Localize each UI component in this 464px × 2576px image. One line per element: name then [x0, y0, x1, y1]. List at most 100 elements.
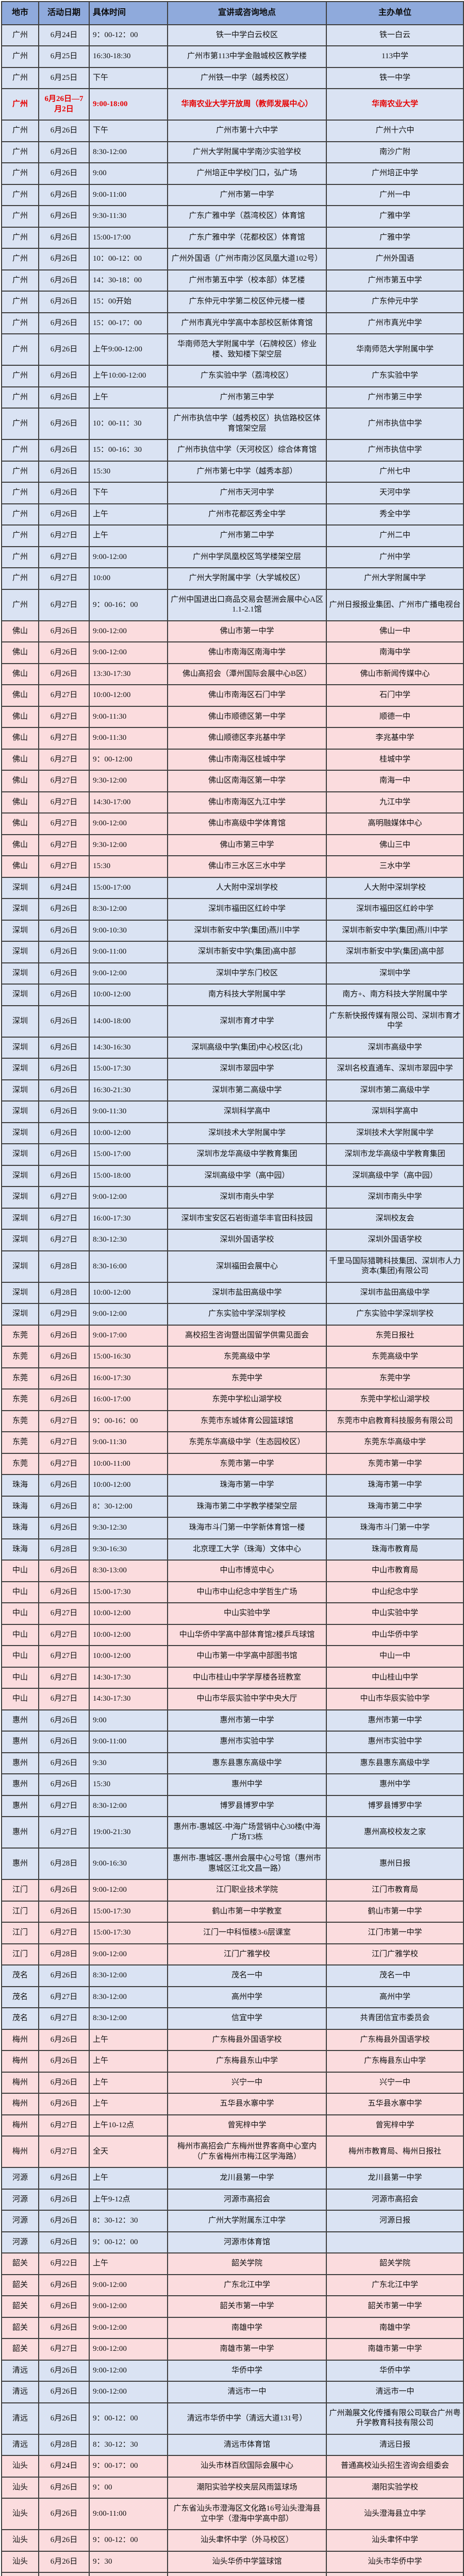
date-cell: 6月27日 — [38, 684, 90, 707]
time-cell: 9:00-12:00 — [89, 812, 168, 835]
date-cell: 6月26日 — [38, 1143, 90, 1166]
time-cell: 9：00 — [89, 2476, 168, 2499]
time-cell: 9：00-17：00 — [89, 2455, 168, 2478]
table-row: 东莞 6月26日 9:00-17:00 高校招生咨询暨出国留学供需见面会 东莞日报社 — [1, 1324, 464, 1347]
table-row: 佛山 6月27日 9:00-12:00 佛山市高级中学体育馆 高明融媒体中心 — [1, 812, 464, 835]
table-row: 深圳 6月26日 10:00-12:00 深圳技术大学附属中学 深圳技术大学附属中学 — [1, 1122, 464, 1145]
table-row: 佛山 6月27日 10:00-12:00 佛山市南海区石门中学 石门中学 — [1, 684, 464, 707]
table-row: 深圳 6月27日 9:00-12:00 深圳市南头中学 深圳市南头中学 — [1, 1186, 464, 1209]
organizer-cell: 东莞东华高级中学 — [326, 1431, 464, 1454]
time-cell: 9:00-17:00 — [89, 1324, 168, 1347]
date-cell: 6月26日 — [38, 1517, 90, 1539]
location-cell: 佛山市顺德区第一中学 — [167, 705, 327, 728]
table-row: 东莞 6月26日 16:00-17:00 东莞中学松山湖学校 东莞中学松山湖学校 — [1, 1388, 464, 1411]
city-cell: 广州 — [1, 291, 39, 313]
date-cell: 6月26日 — [38, 962, 90, 985]
table-row: 江门 6月26日 15:00-17:30 鹤山市第一中学教室 鹤山市第一中学 — [1, 1900, 464, 1923]
table-row: 广州 6月26日 10：00-12：00 广州外国语（广州市南沙区凤凰大道102号）广… — [1, 248, 464, 270]
date-cell: 6月26日 — [38, 333, 90, 366]
location-cell: 深圳高级中学（高中园） — [167, 1164, 327, 1188]
location-cell: 东莞东华高级中学（生态园校区） — [167, 1431, 327, 1454]
city-cell: 广州 — [1, 333, 39, 366]
city-cell: 汕头 — [1, 2572, 39, 2576]
organizer-cell: 博罗县博罗中学 — [326, 1794, 464, 1818]
time-cell: 9:30-16:30 — [89, 1538, 168, 1561]
city-cell: 佛山 — [1, 812, 39, 835]
city-cell: 中山 — [1, 1602, 39, 1625]
organizer-cell: 江门市教育局 — [326, 1879, 464, 1902]
organizer-cell: 佛山三中 — [326, 834, 464, 857]
time-cell: 9:00-11:00 — [89, 183, 168, 207]
organizer-cell: 九江中学 — [326, 791, 464, 814]
time-cell: 10：00-12：00 — [89, 2572, 168, 2576]
table-row: 佛山 6月27日 9:30-12:00 佛山区南海区第一中学 南海一中 — [1, 770, 464, 792]
location-cell: 龙川县第一中学 — [167, 2167, 327, 2190]
table-row: 佛山 6月27日 9:00-11:30 佛山市顺德区第一中学 顺德一中 — [1, 705, 464, 728]
organizer-cell — [326, 2231, 464, 2254]
organizer-cell: 珠海市斗门第一中学 — [326, 1517, 464, 1539]
date-cell: 6月27日 — [38, 705, 90, 728]
organizer-cell: 鹤山市第一中学 — [326, 1900, 464, 1923]
table-row: 深圳 6月26日 8:30-12:00 深圳市福田区红岭中学 深圳市福田区红岭中学 — [1, 898, 464, 921]
location-cell: 惠东县惠东高级中学 — [167, 1752, 327, 1775]
city-cell: 中山 — [1, 1560, 39, 1582]
location-cell: 佛山区南海区第一中学 — [167, 770, 327, 792]
date-cell: 6月27日 — [38, 855, 90, 878]
city-cell: 韶关 — [1, 2252, 39, 2275]
city-cell: 广州 — [1, 269, 39, 292]
city-cell: 河源 — [1, 2231, 39, 2254]
location-cell: 河源市高招会 — [167, 2188, 327, 2211]
organizer-cell: 广东北江中学 — [326, 2274, 464, 2297]
organizer-cell: 南海一中 — [326, 770, 464, 792]
city-cell: 汕头 — [1, 2550, 39, 2573]
date-cell: 6月28日 — [38, 1943, 90, 1966]
city-cell: 汕头 — [1, 2498, 39, 2531]
city-cell: 深圳 — [1, 876, 39, 900]
time-cell: 10:00-11:00 — [89, 1452, 168, 1476]
city-cell: 韶关 — [1, 2316, 39, 2340]
table-row: 江门 6月27日 15:00-17:30 江门一中科恒楼3-6层课室 江门市第一中学 — [1, 1922, 464, 1944]
city-cell: 深圳 — [1, 1079, 39, 1102]
table-row: 梅州 6月26日 上午 五华县水寨中学 五华县水寨中学 — [1, 2093, 464, 2115]
table-row: 梅州 6月26日 上午 广东梅县东山中学 广东梅县东山中学 — [1, 2050, 464, 2073]
city-cell: 广州 — [1, 226, 39, 249]
time-cell: 9:00-12:00 — [89, 1943, 168, 1966]
table-row: 佛山 6月27日 14:30-17:00 佛山市南海区九江中学 九江中学 — [1, 791, 464, 814]
table-row: 深圳 6月26日 14:30-16:30 深圳高级中学(集团)中心校区(北) 深圳市高级… — [1, 1036, 464, 1059]
column-header-date: 活动日期 — [38, 1, 90, 25]
date-cell: 6月26日 — [38, 2476, 90, 2499]
city-cell: 珠海 — [1, 1517, 39, 1539]
date-cell: 6月26日 — [38, 941, 90, 963]
location-cell: 惠州市第一中学 — [167, 1709, 327, 1732]
date-cell: 6月26日 — [38, 248, 90, 270]
date-cell: 6月26日 — [38, 1122, 90, 1145]
organizer-cell: 广州七中 — [326, 460, 464, 483]
city-cell: 梅州 — [1, 2071, 39, 2094]
city-cell: 珠海 — [1, 1495, 39, 1518]
table-row: 清远 6月26日 9:00-12:00 清远市一中 清远市一中 — [1, 2381, 464, 2403]
organizer-cell: 东莞中学松山湖学校 — [326, 1388, 464, 1411]
table-row: 深圳 6月26日 10:00-12:00 南方科技大学附属中学 南方+、南方科技大学附属… — [1, 984, 464, 1006]
organizer-cell: 中山纪念中学 — [326, 1581, 464, 1604]
city-cell: 中山 — [1, 1645, 39, 1668]
table-row: 河源 6月26日 上午 龙川县第一中学 龙川县第一中学 — [1, 2167, 464, 2190]
time-cell: 上午9-12点 — [89, 2188, 168, 2211]
time-cell: 16:30-21:30 — [89, 1079, 168, 1102]
city-cell: 中山 — [1, 1581, 39, 1604]
table-row: 珠海 6月26日 9:30-12:30 珠海市斗门第一中学新体育馆一楼 珠海市斗门第一中… — [1, 1517, 464, 1539]
time-cell: 9:00-11:30 — [89, 1100, 168, 1123]
date-cell: 6月27日 — [38, 1186, 90, 1209]
date-cell: 6月26日 — [38, 1900, 90, 1923]
date-cell: 6月26日 — [38, 663, 90, 686]
organizer-cell: 华南师范大学附属中学 — [326, 333, 464, 366]
location-cell: 铁一中学白云校区 — [167, 24, 327, 47]
city-cell: 广州 — [1, 205, 39, 228]
organizer-cell: 东莞市第一中学 — [326, 1452, 464, 1476]
time-cell: 9:00-12:00 — [89, 546, 168, 569]
table-row: 深圳 6月26日 9:00-11:00 深圳市新安中学(集团)高中部 深圳市新安中学(集… — [1, 941, 464, 963]
time-cell: 15:00-17:30 — [89, 1581, 168, 1604]
location-cell: 广州市执信中学（越秀校区）执信路校区体育馆架空层 — [167, 408, 327, 440]
time-cell: 15:00-17:00 — [89, 876, 168, 900]
date-cell: 6月27日 — [38, 1452, 90, 1476]
